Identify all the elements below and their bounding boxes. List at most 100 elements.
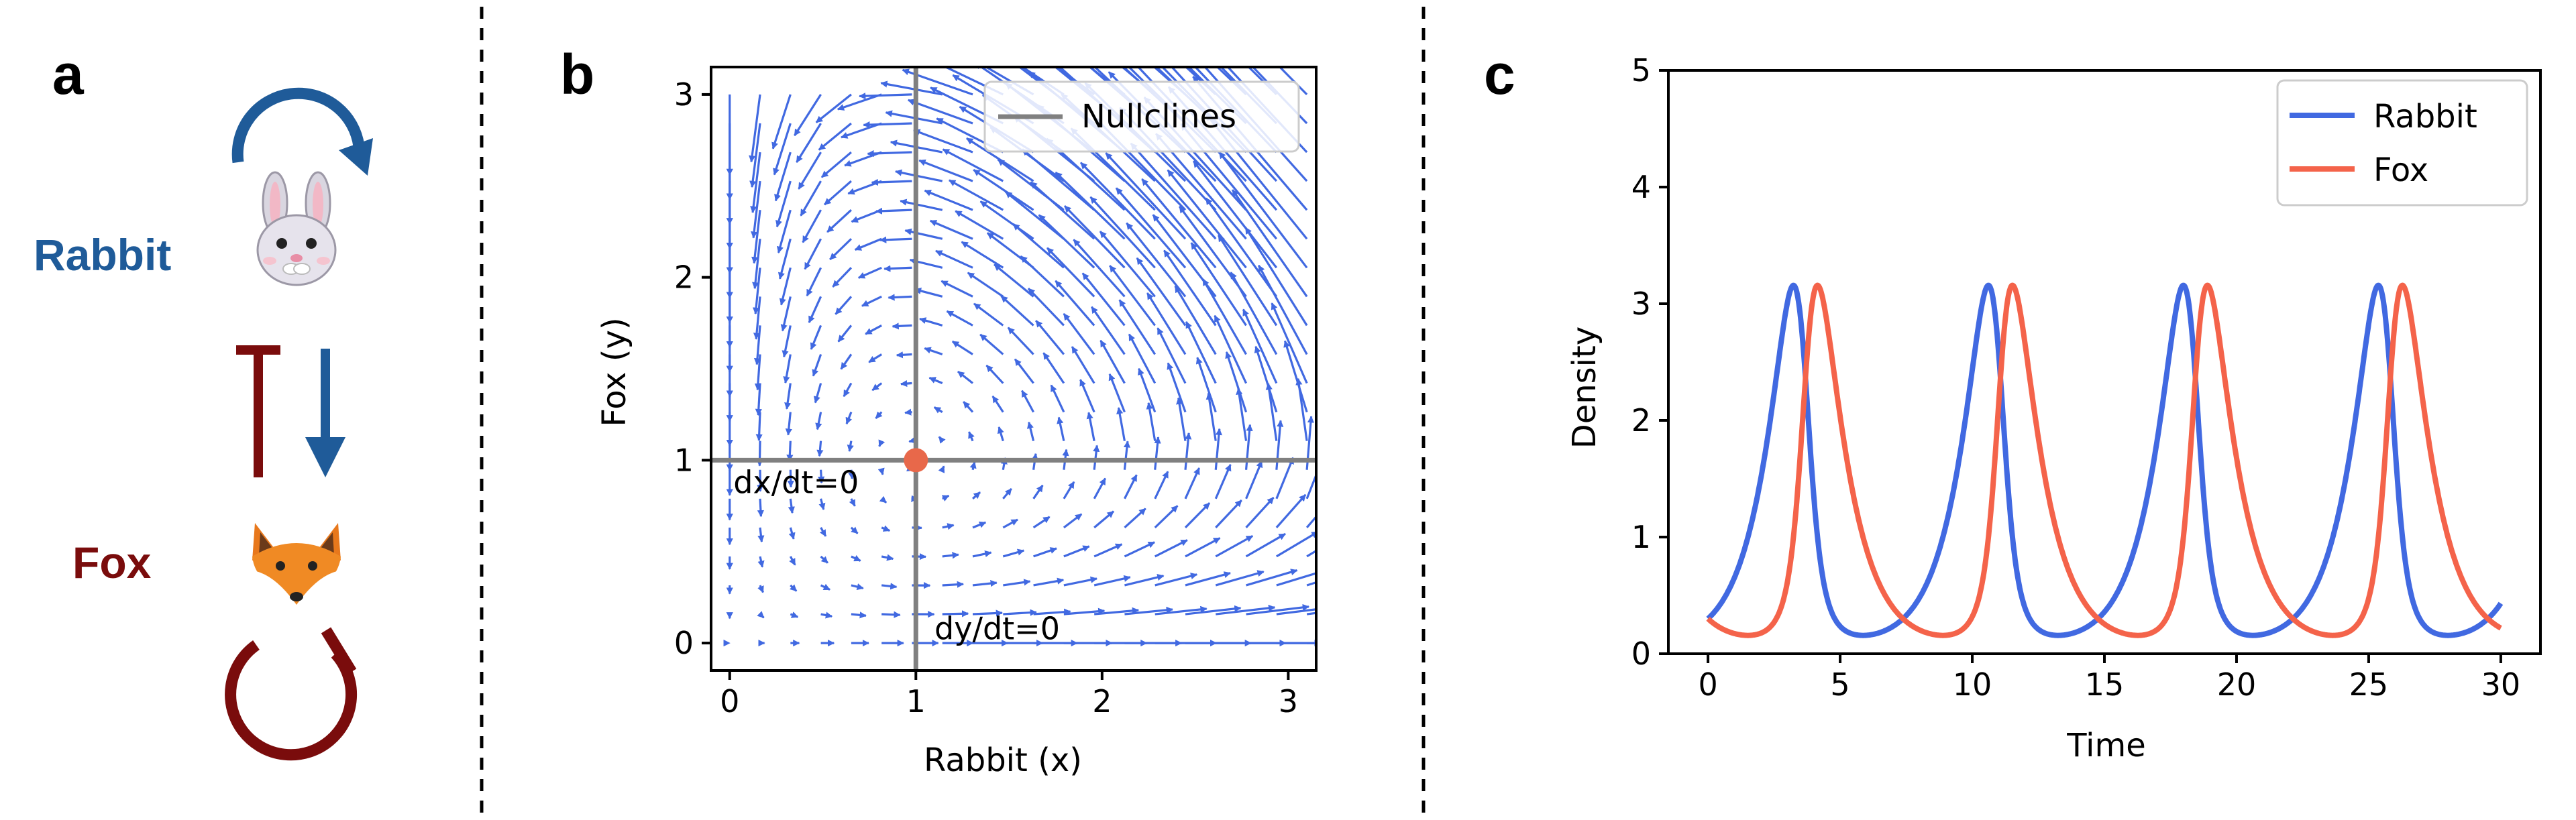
rabbit-self-loop-arrow-icon [231, 87, 373, 176]
legend-label-nullclines: Nullclines [1081, 98, 1236, 135]
vector-arrow [861, 295, 882, 307]
vector-arrow [1254, 345, 1278, 413]
vector-arrow [1215, 570, 1265, 587]
vector-arrow [800, 180, 822, 217]
vector-arrow [1163, 249, 1217, 327]
vector-arrow [832, 267, 853, 288]
vector-arrow [753, 296, 761, 340]
vector-arrow [790, 611, 799, 618]
vector-arrow [1099, 339, 1126, 384]
vector-arrow [1007, 327, 1034, 355]
vector-arrow [1108, 373, 1126, 413]
x-tick-label: 2 [1092, 683, 1112, 719]
vector-arrow [955, 210, 1004, 240]
vector-arrow [851, 611, 867, 619]
y-axis-label-c: Density [1566, 327, 1603, 449]
y-tick-label: 0 [1631, 636, 1651, 672]
y-tick-label: 2 [1631, 402, 1651, 438]
vector-arrow [1154, 505, 1179, 528]
vector-arrow [1126, 222, 1187, 298]
vector-arrow [1184, 432, 1192, 470]
y-tick-label: 5 [1631, 52, 1651, 89]
vector-arrow [1079, 379, 1095, 413]
vector-arrow [1246, 603, 1310, 616]
vector-arrow [859, 93, 912, 100]
vector-arrow [1184, 467, 1201, 500]
vector-arrow [1099, 230, 1156, 298]
vector-arrow [1090, 306, 1126, 355]
vector-arrow [919, 317, 943, 327]
vector-arrow [1231, 189, 1308, 298]
vector-arrow [951, 340, 973, 355]
x-axis-label-b: Rabbit (x) [924, 742, 1082, 779]
x-axis-label-c: Time [2066, 727, 2145, 764]
vector-arrow [969, 461, 977, 471]
vector-arrow [929, 219, 973, 240]
vector-arrow [1136, 257, 1187, 327]
axes-c: 0 5 10 15 20 25 30 0 1 2 3 4 5 [1631, 52, 2520, 703]
vector-arrow [1271, 302, 1308, 384]
y-tick-label: 3 [1631, 286, 1651, 322]
vector-arrow [1130, 142, 1217, 240]
vector-arrow [1276, 608, 1316, 616]
vector-arrow [1014, 358, 1034, 384]
vector-arrow [1230, 272, 1278, 355]
vector-arrow [1306, 549, 1316, 558]
vector-arrow [753, 325, 761, 365]
vector-arrow [818, 122, 852, 151]
vector-arrow [749, 123, 761, 188]
vector-arrow [1184, 67, 1217, 96]
vector-arrow [771, 94, 792, 150]
activation-arrow-icon [305, 349, 345, 477]
vector-arrow [1225, 351, 1248, 413]
vector-arrow [896, 351, 912, 359]
vector-arrow [1184, 502, 1211, 528]
x-tick-label: 1 [906, 683, 926, 719]
vector-arrow [1276, 531, 1316, 558]
vector-arrow [1105, 152, 1187, 240]
vector-arrow [1214, 314, 1248, 384]
vector-arrow [991, 396, 1004, 413]
vector-arrow [1155, 573, 1198, 587]
vector-arrow [907, 99, 973, 125]
rabbit-face-icon [256, 171, 337, 286]
vector-arrow [835, 296, 853, 315]
vector-arrow [849, 498, 856, 507]
vector-arrow [820, 611, 833, 619]
vector-arrow [938, 465, 945, 473]
vector-arrow [790, 584, 798, 592]
vector-arrow [796, 123, 822, 163]
vector-arrow [1185, 537, 1221, 558]
vector-arrow [1003, 609, 1037, 616]
vector-arrow [979, 333, 1004, 355]
vector-arrow [808, 296, 822, 323]
vector-arrow [895, 169, 943, 182]
vector-arrow [1032, 516, 1051, 529]
vector-arrow [755, 412, 763, 441]
vector-arrow [1242, 308, 1278, 384]
vector-arrow [798, 152, 822, 190]
vector-arrow [971, 491, 981, 500]
vector-arrow [1245, 460, 1263, 500]
vector-arrow [1063, 576, 1097, 587]
vector-arrow [881, 525, 891, 532]
vector-arrow [942, 148, 1004, 182]
vector-arrow [1063, 481, 1075, 500]
vector-arrow [1003, 579, 1031, 587]
vector-arrow [1245, 532, 1286, 558]
vector-arrow [871, 178, 912, 186]
vector-arrow [1185, 605, 1242, 616]
vector-arrow [1004, 190, 1065, 240]
vector-arrow [780, 296, 792, 332]
vector-arrow [757, 527, 765, 543]
vector-arrow [942, 610, 969, 618]
vector-arrow [1089, 196, 1156, 269]
vector-arrow [1174, 285, 1217, 355]
legend-b: Nullclines [983, 80, 1300, 153]
vector-arrow [1032, 484, 1044, 500]
vector-arrow [1246, 569, 1298, 587]
vector-arrow [879, 495, 888, 504]
panel-letter-b: b [560, 43, 594, 106]
vector-arrow [1214, 428, 1223, 470]
